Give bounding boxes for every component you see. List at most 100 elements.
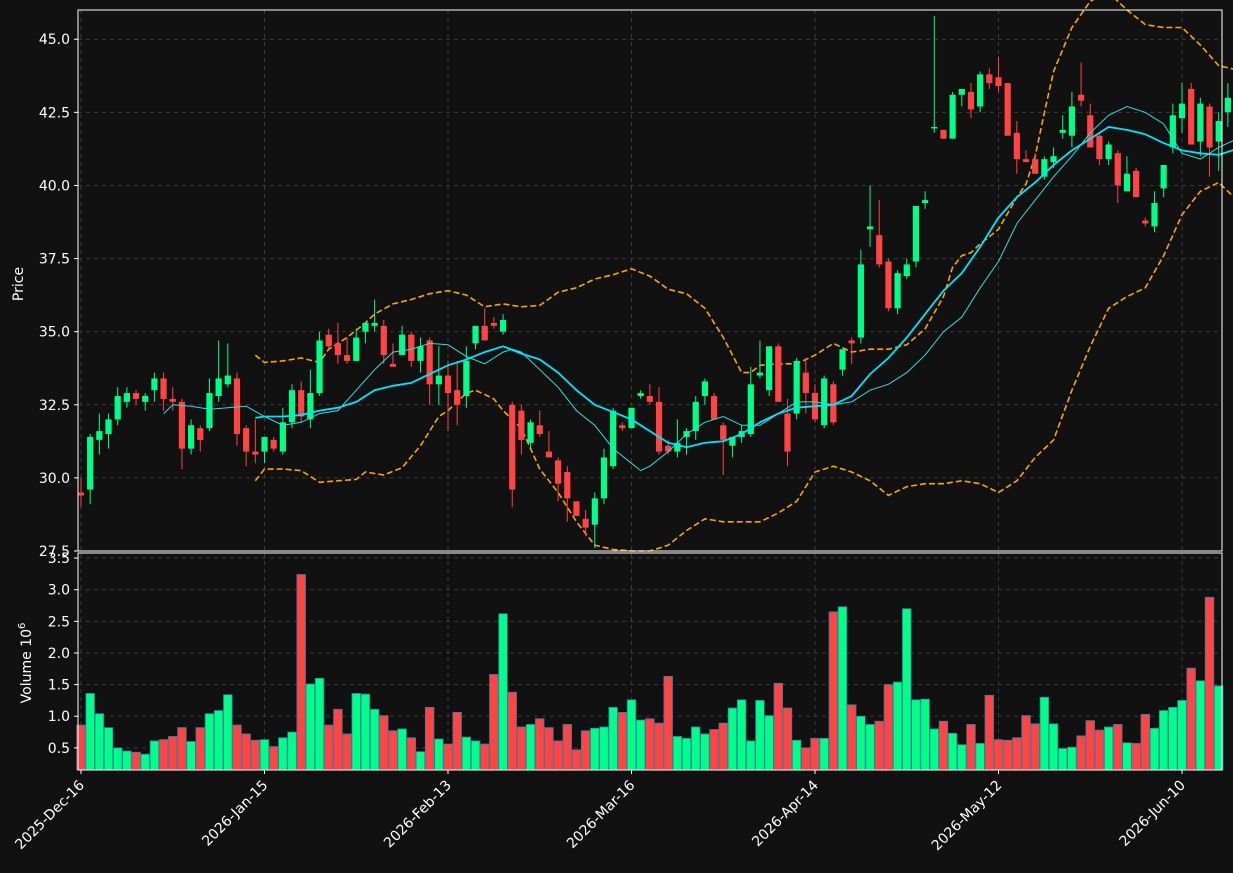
volume-bar [865, 724, 875, 771]
volume-bar [892, 681, 903, 771]
candle-up [371, 322, 378, 326]
volume-bar [305, 683, 316, 771]
volume-bar [764, 715, 774, 771]
volume-bar [424, 706, 435, 771]
volume-bar [608, 706, 618, 771]
volume-bar [580, 730, 591, 771]
candle-down [876, 235, 883, 265]
volume-bar [672, 736, 683, 771]
candle-up [1105, 144, 1112, 160]
volume-bar [1067, 746, 1077, 771]
candle-down [848, 340, 855, 344]
candle-down [252, 451, 259, 455]
candle-up [1123, 173, 1131, 192]
candle-down [1022, 159, 1030, 163]
volume-bar [516, 726, 527, 771]
candle-up [701, 381, 708, 397]
candle-down [830, 384, 837, 423]
candle-up [463, 360, 470, 397]
volume-bar [415, 751, 426, 771]
volume-bar [158, 739, 169, 771]
candle-down [426, 340, 433, 385]
volume-bar [544, 727, 554, 771]
volume-y-tick-label: 1.5 [48, 678, 70, 694]
candle-up [527, 422, 534, 443]
candle-up [1197, 103, 1204, 142]
volume-bar [847, 704, 857, 771]
candle-down [619, 425, 626, 429]
candle-up [766, 346, 773, 391]
volume-bar [314, 677, 325, 771]
volume-bar [801, 747, 811, 771]
volume-y-tick-label: 0.5 [48, 741, 70, 757]
candle-down [573, 501, 580, 516]
volume-bar [590, 727, 600, 771]
candle-up [1059, 129, 1066, 133]
volume-bar [966, 724, 976, 771]
candle-down [178, 401, 186, 449]
candle-down [885, 261, 892, 309]
candle-up [600, 457, 608, 499]
price-y-tick-label: 32.5 [39, 398, 70, 414]
price-y-tick-label: 27.5 [39, 544, 70, 560]
candle-down [720, 425, 727, 440]
candle-up [637, 393, 644, 397]
volume-axis-label-exponent: 6 [17, 623, 28, 629]
candle-up [96, 431, 103, 440]
volume-bar [278, 737, 288, 771]
candle-down [1114, 153, 1121, 186]
volume-bar [287, 731, 297, 771]
volume-bar [1177, 700, 1187, 771]
volume-bar [700, 733, 710, 771]
volume-bar [250, 739, 261, 771]
candle-down [243, 428, 250, 452]
candle-down [1013, 132, 1020, 160]
candle-down [802, 372, 809, 394]
volume-bar [571, 749, 582, 771]
volume-bar [1103, 726, 1114, 771]
candle-up [674, 442, 681, 452]
candle-down [986, 74, 993, 84]
price-y-tick-label: 45.0 [39, 32, 70, 48]
volume-bar [654, 722, 664, 771]
volume-bar [856, 715, 866, 771]
candle-down [197, 428, 204, 440]
volume-y-tick-label: 1.0 [48, 709, 70, 725]
volume-bar [470, 740, 481, 771]
moving-averages [163, 105, 1233, 472]
candle-down [298, 390, 305, 417]
volume-bar [1094, 729, 1105, 771]
price-y-tick-label: 35.0 [39, 325, 70, 341]
volume-bar [1039, 696, 1050, 771]
volume-bar [746, 740, 756, 771]
candle-up [105, 419, 112, 435]
candle-up [288, 390, 296, 423]
volume-bar [957, 744, 967, 771]
candle-up [1169, 115, 1176, 148]
candle-up [307, 393, 314, 420]
volume-bar [204, 713, 215, 771]
volume-bar [434, 738, 444, 771]
volume-bar [351, 693, 361, 771]
volume-bar [122, 750, 132, 771]
volume-bar [360, 693, 371, 771]
candle-up [1041, 159, 1048, 177]
volume-bar [461, 736, 472, 771]
candle-down [270, 439, 277, 449]
volume-bar [1140, 713, 1151, 771]
volume-bar [1158, 710, 1169, 771]
candle-up [793, 360, 800, 414]
volume-bar [984, 694, 995, 771]
volume-y-tick-label: 3.5 [48, 551, 70, 567]
candle-up [224, 375, 231, 385]
volume-bar [911, 699, 921, 771]
candle-up [839, 349, 846, 370]
candle-down [646, 396, 653, 402]
candle-down [1133, 170, 1140, 198]
volume-axis-label-text: Volume 10 [19, 629, 35, 703]
candle-down [665, 445, 672, 452]
candle-up [279, 422, 286, 452]
candle-up [628, 407, 635, 429]
candle-up [949, 94, 956, 139]
